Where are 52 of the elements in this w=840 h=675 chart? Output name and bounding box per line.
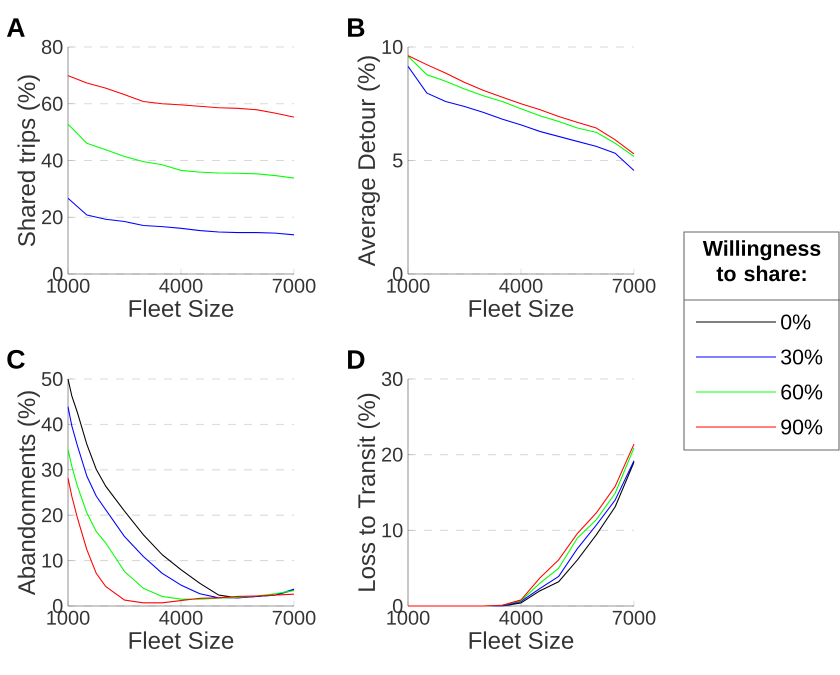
y-tick-label: 30 [382, 372, 402, 386]
y-tick-label: 0 [392, 266, 402, 282]
y-tick-label: 20 [42, 508, 62, 522]
x-tick-label: 7000 [612, 278, 656, 293]
x-tick-label: 1000 [47, 610, 90, 625]
legend-label: 60% [781, 384, 822, 400]
y-tick-label: 30 [42, 462, 62, 477]
x-tick-label: 7000 [272, 278, 316, 293]
y-tick-label: 0 [52, 598, 63, 614]
x-tick-label: 4000 [159, 278, 202, 293]
line-series [67, 124, 295, 179]
x-tick-label: 4000 [499, 610, 542, 625]
x-tick-label: 1000 [387, 278, 430, 293]
y-tick-label: 20 [42, 210, 62, 224]
y-axis-title: Shared trips (%) [18, 75, 40, 246]
x-axis-title: Fleet Size [470, 631, 574, 649]
y-tick-label: 40 [42, 153, 62, 168]
y-tick-label: 60 [42, 96, 62, 111]
chart-title: C [7, 350, 25, 369]
x-tick-label: 7000 [612, 610, 656, 625]
x-tick-label: 4000 [499, 278, 542, 293]
y-axis-title: Abandonments (%) [18, 391, 40, 596]
x-tick-label: 7000 [272, 610, 316, 625]
y-tick-label: 10 [42, 554, 62, 568]
y-tick-label: 5 [392, 154, 402, 168]
x-tick-label: 1000 [47, 278, 90, 293]
legend-label: 90% [781, 419, 822, 435]
x-tick-label: 4000 [159, 610, 202, 625]
x-axis-title: Fleet Size [470, 299, 574, 317]
y-tick-label: 10 [382, 40, 402, 54]
x-axis-title: Fleet Size [130, 299, 234, 317]
y-tick-label: 0 [52, 266, 63, 282]
legend-label: 0% [781, 314, 810, 330]
line-series [67, 477, 295, 604]
y-axis-title: Average Detour (%) [358, 56, 380, 266]
y-axis-title: Loss to Transit (%) [358, 394, 380, 591]
x-tick-label: 1000 [387, 610, 430, 625]
line-series [67, 198, 295, 236]
y-tick-label: 80 [42, 40, 62, 54]
line-series [67, 448, 295, 600]
y-tick-label: 10 [382, 523, 402, 538]
x-axis-title: Fleet Size [130, 631, 234, 649]
chart-title: D [348, 350, 364, 369]
legend-label: 30% [781, 349, 822, 365]
chart-title: B [348, 18, 364, 37]
chart-title: A [6, 18, 25, 37]
y-tick-label: 0 [392, 598, 402, 614]
legend-title: Willingness to share: [702, 240, 820, 282]
y-tick-label: 40 [42, 417, 62, 432]
line-series [407, 66, 635, 172]
y-tick-label: 20 [382, 448, 402, 462]
y-tick-label: 50 [42, 372, 62, 386]
